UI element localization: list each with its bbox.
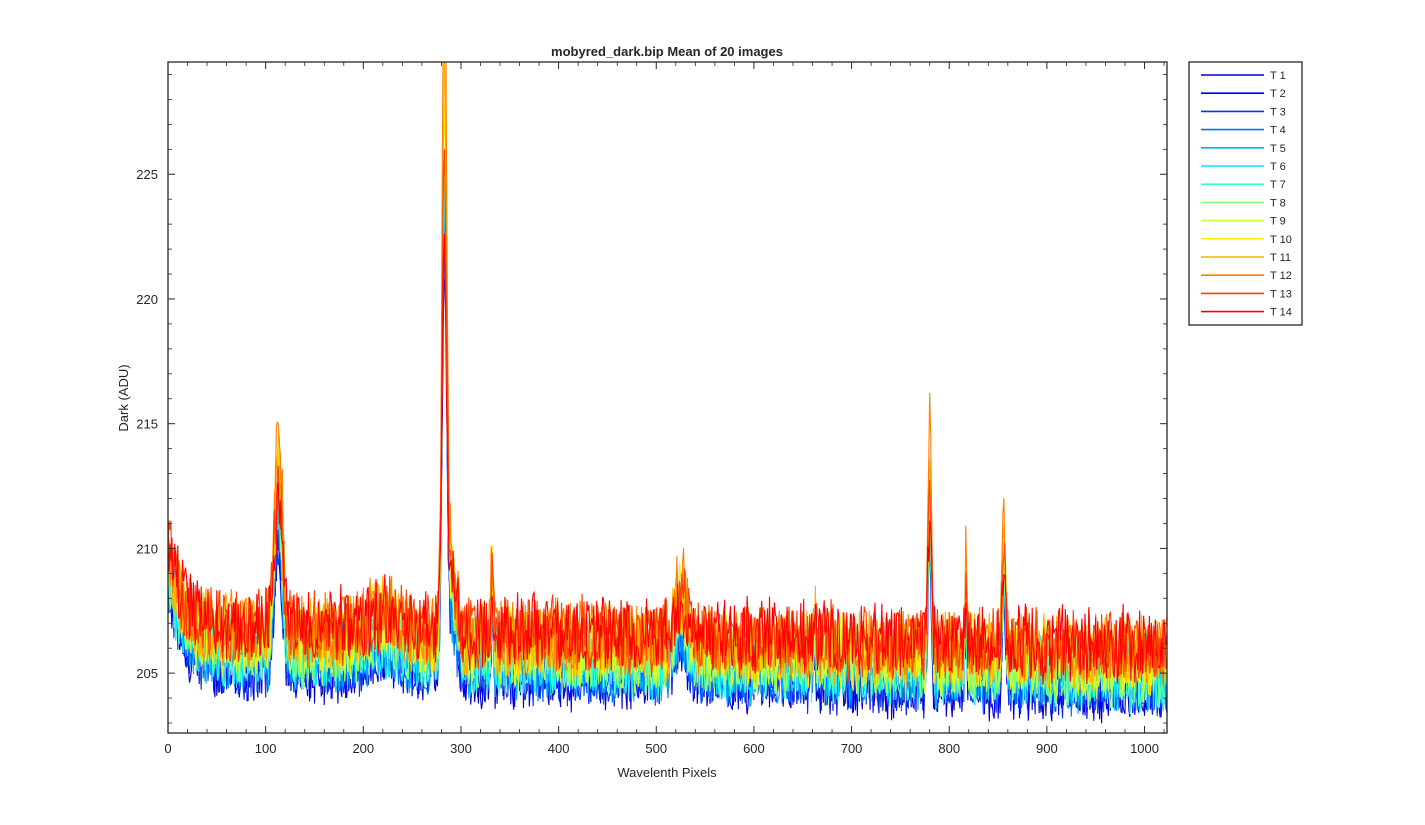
series-line-13 — [168, 149, 1167, 682]
y-tick-label: 220 — [136, 292, 158, 307]
series-layer — [168, 62, 1167, 724]
legend-label-5: T 5 — [1270, 143, 1286, 155]
series-line-14 — [168, 233, 1167, 685]
legend-items: T 1 T 2 T 3 T 4 T 5 T 6 T 7 T 8 T 9 T 10 T 11 T 12 T… — [1201, 70, 1292, 319]
x-axis-label: Wavelenth Pixels — [617, 765, 717, 780]
legend-label-10: T 10 — [1270, 234, 1292, 246]
y-tick-label: 215 — [136, 417, 158, 432]
x-tick-label: 100 — [255, 741, 277, 756]
x-tick-label: 600 — [743, 741, 765, 756]
y-axis-label: Dark (ADU) — [116, 364, 131, 431]
legend-label-3: T 3 — [1270, 106, 1286, 118]
x-tick-label: 900 — [1036, 741, 1058, 756]
legend-label-11: T 11 — [1270, 252, 1291, 264]
legend-label-14: T 14 — [1270, 307, 1292, 319]
legend: T 1 T 2 T 3 T 4 T 5 T 6 T 7 T 8 T 9 T 10 T 11 T 12 T… — [1188, 61, 1303, 326]
y-tick-label: 205 — [136, 666, 158, 681]
x-tick-label: 500 — [645, 741, 667, 756]
legend-label-8: T 8 — [1270, 197, 1286, 209]
x-tick-label: 200 — [352, 741, 374, 756]
legend-label-13: T 13 — [1270, 288, 1292, 300]
y-tick-label: 225 — [136, 167, 158, 182]
x-tick-label: 800 — [938, 741, 960, 756]
x-tick-label: 300 — [450, 741, 472, 756]
axes: 0 100 200 300 400 500 600 700 800 900 1000 205 210 21… — [136, 61, 1168, 756]
legend-label-6: T 6 — [1270, 161, 1286, 173]
plot-frame — [167, 61, 1168, 734]
legend-label-2: T 2 — [1270, 88, 1286, 100]
ticks-layer: 0 100 200 300 400 500 600 700 800 900 1000 205 210 21… — [136, 62, 1167, 756]
legend-box — [1188, 61, 1303, 326]
legend-label-12: T 12 — [1270, 270, 1292, 282]
x-tick-label: 0 — [164, 741, 171, 756]
legend-label-1: T 1 — [1270, 70, 1286, 82]
x-tick-label: 400 — [548, 741, 570, 756]
x-tick-label: 1000 — [1130, 741, 1159, 756]
x-tick-label: 700 — [841, 741, 863, 756]
legend-label-7: T 7 — [1270, 179, 1286, 191]
legend-label-9: T 9 — [1270, 216, 1286, 228]
chart-title: mobyred_dark.bip Mean of 20 images — [551, 44, 783, 59]
legend-label-4: T 4 — [1270, 125, 1286, 137]
y-tick-label: 210 — [136, 541, 158, 556]
